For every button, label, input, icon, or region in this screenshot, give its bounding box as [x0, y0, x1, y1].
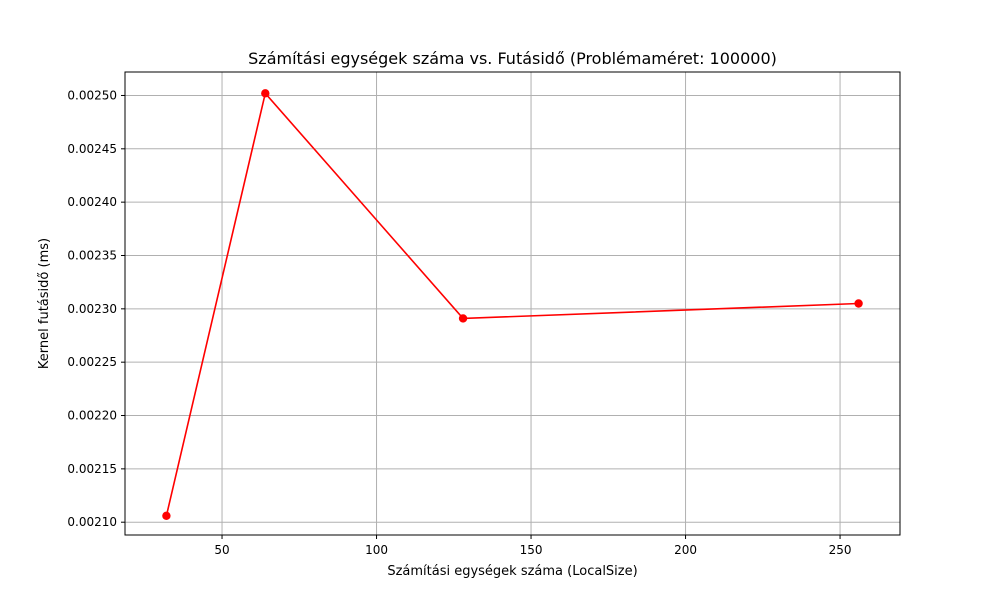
x-tick-label: 150	[520, 543, 543, 557]
y-tick-label: 0.00215	[67, 462, 117, 476]
y-axis-label: Kernel futásidő (ms)	[37, 238, 52, 369]
y-tick-label: 0.00245	[67, 142, 117, 156]
plot-frame	[124, 71, 901, 536]
x-tick-label: 250	[829, 543, 852, 557]
x-axis-label: Számítási egységek száma (LocalSize)	[387, 564, 637, 579]
y-tick-label: 0.00250	[67, 88, 117, 102]
x-tick-label: 100	[365, 543, 388, 557]
y-tick-label: 0.00235	[67, 248, 117, 262]
series-layer	[162, 89, 863, 520]
y-tick-label: 0.00210	[67, 515, 117, 529]
y-tick-label: 0.00240	[67, 195, 117, 209]
x-tick-label: 50	[214, 543, 229, 557]
series-line	[165, 91, 859, 516]
data-point	[854, 299, 863, 308]
tick-layer: 50 100 150 200 250 0.00210 0.00215 0.00220 0.002…	[67, 88, 851, 557]
data-point	[162, 511, 171, 520]
chart-title: Számítási egységek száma vs. Futásidő (P…	[248, 49, 777, 68]
data-point	[458, 314, 468, 323]
x-tick-label: 200	[674, 543, 697, 557]
y-tick-label: 0.00225	[67, 355, 117, 369]
y-tick-label: 0.00220	[67, 409, 117, 423]
data-point	[261, 89, 270, 98]
y-tick-label: 0.00230	[67, 302, 117, 316]
grid-layer	[125, 72, 900, 535]
